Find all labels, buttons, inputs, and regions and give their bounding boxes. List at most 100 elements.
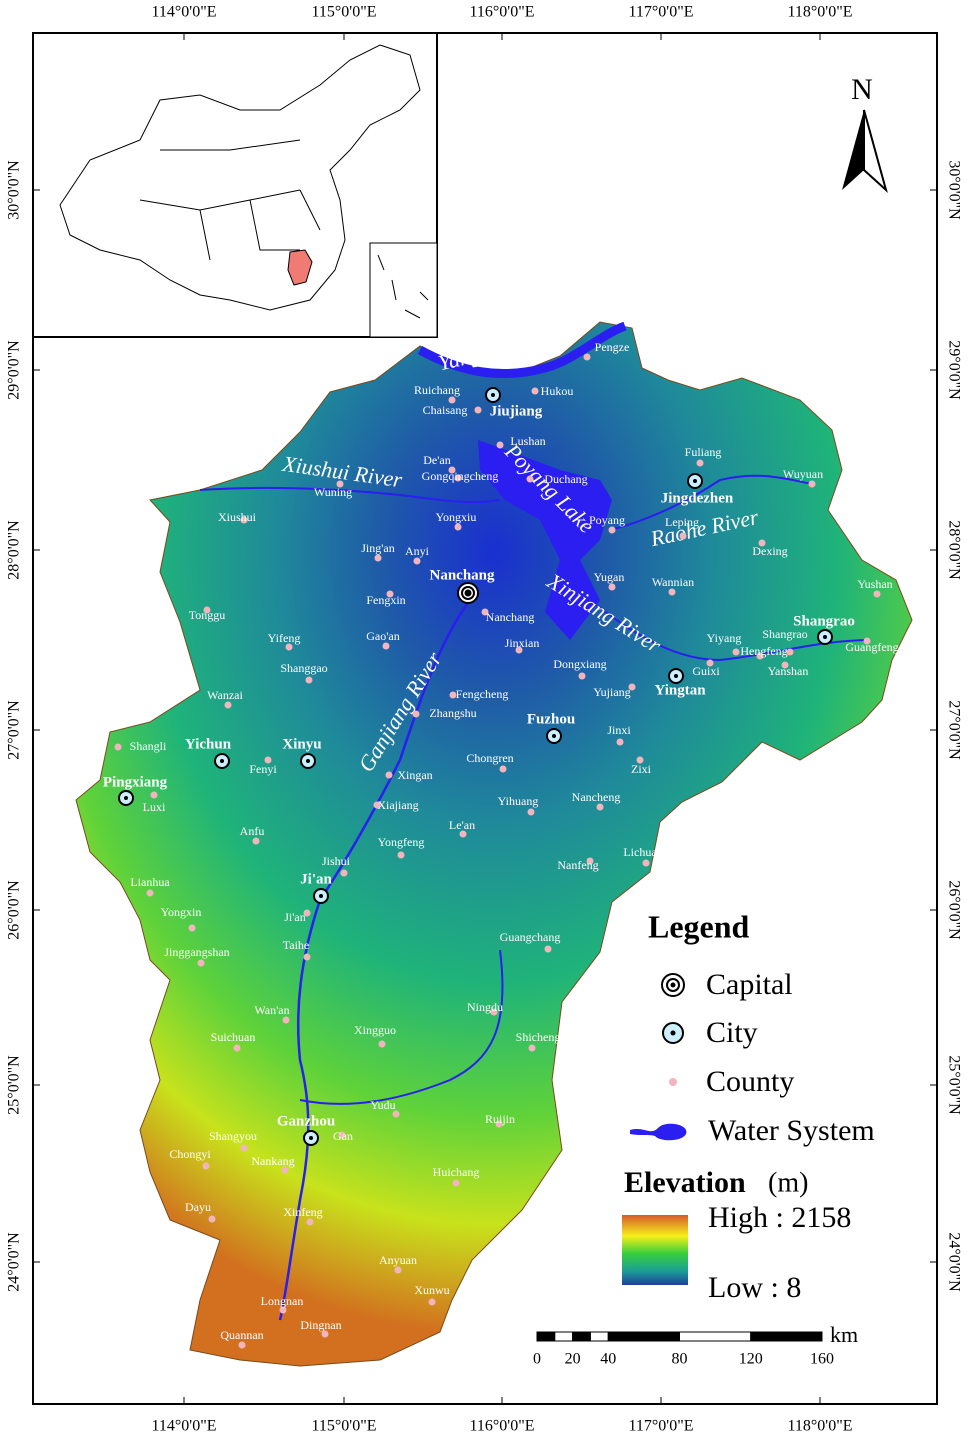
county-label: Lushan	[510, 434, 545, 448]
lat-label: 28°0'0"N	[945, 520, 962, 580]
county-label: Yushan	[857, 577, 892, 591]
county-label: Lichuan	[623, 845, 662, 859]
lat-label: 24°0'0"N	[6, 1232, 23, 1292]
river	[199, 486, 501, 504]
county-dot	[197, 959, 205, 967]
county-dot	[306, 1218, 314, 1226]
county-label: Jinxian	[505, 636, 540, 650]
county-label: Huichang	[433, 1165, 480, 1179]
county-dot	[285, 643, 293, 651]
county-dot	[642, 859, 650, 867]
county-dot	[413, 557, 421, 565]
scale-segment	[589, 1331, 609, 1342]
city-label: Pingxiang	[103, 774, 168, 790]
scale-label: 160	[810, 1351, 834, 1368]
county-label: Guangchang	[500, 930, 561, 944]
scale-label: 80	[672, 1351, 688, 1368]
lon-label: 117°0'0"E	[629, 1418, 694, 1435]
scale-unit: km	[830, 1322, 858, 1347]
county-label: Hukou	[541, 384, 574, 398]
lat-label: 26°0'0"N	[6, 880, 23, 940]
county-dot	[679, 532, 687, 540]
county-label: Dingnan	[300, 1318, 341, 1332]
lon-label: 117°0'0"E	[629, 4, 694, 21]
city-symbol	[220, 759, 224, 763]
capital-symbol	[461, 586, 475, 600]
county-dot	[496, 441, 504, 449]
county-dot	[873, 590, 881, 598]
city-label: Yingtan	[654, 682, 706, 698]
county-label: Gongqingcheng	[422, 469, 499, 483]
county-dot	[616, 738, 624, 746]
county-label: Gao'an	[366, 629, 399, 643]
county-dot	[528, 1044, 536, 1052]
county-dot	[583, 353, 591, 361]
county-dot	[706, 659, 714, 667]
county-dot	[394, 1266, 402, 1274]
county-dot	[386, 590, 394, 598]
county-dot	[596, 803, 604, 811]
county-dot	[240, 1144, 248, 1152]
county-label: Yudu	[370, 1098, 395, 1112]
lon-label: 116°0'0"E	[470, 4, 535, 21]
capital-symbol	[666, 978, 680, 992]
county-label: Yongfeng	[378, 835, 425, 849]
county-label: Ruijin	[485, 1112, 515, 1126]
lat-label: 26°0'0"N	[945, 880, 962, 940]
city-label: Shangrao	[793, 613, 855, 629]
city-symbol	[693, 479, 697, 483]
county-dot	[608, 526, 616, 534]
county-label: Fenyi	[249, 762, 277, 776]
county-label: Jinggangshan	[164, 945, 229, 959]
county-label: Yongxin	[161, 905, 202, 919]
county-dot	[454, 523, 462, 531]
scale-segment	[572, 1331, 591, 1342]
elevation-ramp	[622, 1215, 688, 1285]
city-label: Xinyu	[282, 736, 321, 752]
county-dot	[696, 459, 704, 467]
inset-south-sea	[369, 242, 438, 338]
county-label: Nanchang	[486, 610, 535, 624]
county-label: Nancheng	[572, 790, 621, 804]
county-label: Yongxiu	[436, 510, 477, 524]
city-symbol	[491, 393, 495, 397]
lon-label: 114°0'0"E	[152, 4, 217, 21]
county-dot	[527, 808, 535, 816]
county-dot	[578, 672, 586, 680]
lat-label: 30°0'0"N	[945, 160, 962, 220]
scale-segment	[679, 1331, 752, 1342]
city-label: Ganzhou	[277, 1113, 335, 1129]
county-dot	[374, 554, 382, 562]
county-dot	[238, 1341, 246, 1349]
county-label: Yugan	[594, 570, 625, 584]
county-dot	[499, 765, 507, 773]
scale-label: 0	[533, 1351, 541, 1368]
scale-segment	[750, 1331, 823, 1342]
county-dot	[808, 480, 816, 488]
county-dot	[282, 1016, 290, 1024]
county-dot	[208, 1215, 216, 1223]
county-dot	[146, 889, 154, 897]
county-label: Taihe	[283, 938, 309, 952]
legend-item: Water System	[708, 1114, 875, 1147]
county-label: Anyuan	[379, 1253, 417, 1267]
lat-label: 30°0'0"N	[6, 160, 23, 220]
north-arrow	[842, 110, 864, 190]
scale-label: 20	[565, 1351, 581, 1368]
county-dot	[303, 953, 311, 961]
water-symbol	[630, 1123, 687, 1141]
lat-label: 27°0'0"N	[945, 700, 962, 760]
county-label: Longnan	[261, 1294, 304, 1308]
county-label: Jinxi	[607, 723, 631, 737]
county-dot	[481, 608, 489, 616]
county-dot	[340, 869, 348, 877]
county-dot	[732, 648, 740, 656]
city-label: Yichun	[185, 736, 232, 752]
county-label: Ruichang	[414, 383, 460, 397]
county-label: Yanshan	[768, 664, 809, 678]
county-label: Fengxin	[366, 593, 405, 607]
city-label: Jingdezhen	[661, 490, 734, 506]
north-label: N	[851, 73, 873, 106]
county-label: Wannian	[652, 575, 694, 589]
county-dot	[378, 1040, 386, 1048]
